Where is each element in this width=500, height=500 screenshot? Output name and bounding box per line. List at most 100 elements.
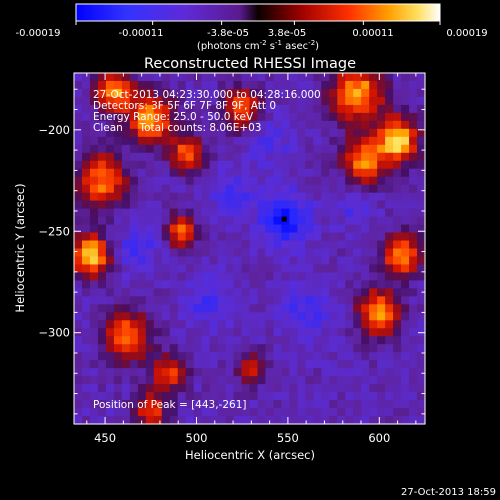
heatmap-cell [129,112,139,122]
heatmap-cell [337,88,346,98]
heatmap-cell [217,208,227,218]
heatmap-cell [121,232,131,242]
heatmap-cell [241,216,251,226]
heatmap-cell [137,416,147,425]
heatmap-cell [145,336,155,345]
heatmap-cell [377,312,386,321]
heatmap-cell [81,368,91,377]
heatmap-cell [145,136,155,146]
heatmap-cell [393,376,402,385]
heatmap-cell [89,368,99,377]
heatmap-cell [185,376,195,385]
heatmap-cell [105,80,115,90]
heatmap-cell [393,152,402,162]
heatmap-cell [361,296,370,305]
heatmap-cell [337,280,346,289]
heatmap-cell [401,384,410,393]
colorbar-tick-label: -3.8e-05 [207,28,249,39]
heatmap-cell [241,200,251,210]
heatmap-cell [369,96,378,106]
heatmap-cell [225,200,235,210]
heatmap-cell [169,240,179,250]
heatmap-cell [193,96,203,106]
heatmap-cell [129,352,139,361]
heatmap-cell [377,304,386,313]
heatmap-cell [377,224,386,234]
heatmap-cell [353,376,362,385]
heatmap-cell [409,112,418,122]
heatmap-cell [281,232,290,242]
heatmap-cell [233,192,243,202]
heatmap-cell [169,264,179,274]
heatmap-cell [74,392,83,401]
heatmap-cell [265,120,275,130]
heatmap-cell [185,336,195,345]
heatmap-cell [265,272,275,282]
heatmap-cell [225,224,235,234]
heatmap-cell [193,264,203,274]
heatmap-cell [249,392,259,401]
heatmap-cell [169,248,179,258]
heatmap-cell [313,144,322,154]
heatmap-cell [353,104,362,114]
heatmap-cell [313,168,322,178]
heatmap-cell [409,256,418,266]
heatmap-cell [169,320,179,329]
heatmap-cell [257,272,267,282]
heatmap-cell [369,344,378,353]
heatmap-cell [233,96,243,106]
heatmap-cell [89,280,99,289]
heatmap-cell [273,96,283,106]
heatmap-cell [169,304,179,313]
heatmap-cell [385,288,394,297]
heatmap-cell [361,184,370,194]
heatmap-cell [161,128,171,138]
heatmap-cell [233,416,243,425]
heatmap-cell [369,176,378,186]
heatmap-cell [321,112,330,122]
heatmap-cell [153,152,163,162]
heatmap-cell [409,384,418,393]
heatmap-cell [129,392,139,401]
heatmap-cell [209,256,219,266]
heatmap-cell [385,184,394,194]
heatmap-cell [145,240,155,250]
heatmap-cell [329,376,338,385]
heatmap-cell [233,200,243,210]
heatmap-cell [225,344,235,353]
heatmap-cell [377,144,386,154]
heatmap-cell [385,216,394,226]
heatmap-cell [225,336,235,345]
heatmap-cell [113,240,123,250]
heatmap-cell [409,96,418,106]
heatmap-cell [74,88,83,98]
heatmap-cell [201,344,211,353]
heatmap-cell [369,328,378,337]
heatmap-cell [217,280,227,289]
heatmap-cell [417,80,426,90]
heatmap-cell [233,80,243,90]
heatmap-cell [289,352,298,361]
heatmap-cell [377,256,386,266]
heatmap-cell [201,136,211,146]
heatmap-cell [113,368,123,377]
heatmap-cell [217,152,227,162]
heatmap-cell [297,320,306,329]
heatmap-cell [353,336,362,345]
heatmap-cell [305,232,314,242]
heatmap-cell [169,384,179,393]
chart-title: Reconstructed RHESSI Image [144,56,356,72]
heatmap-cell [305,392,314,401]
heatmap-cell [153,200,163,210]
heatmap-cell [273,88,283,98]
heatmap-cell [113,168,123,178]
heatmap-cell [129,88,139,98]
heatmap-cell [377,200,386,210]
heatmap-cell [177,128,187,138]
heatmap-cell [281,304,290,313]
heatmap-cell [385,328,394,337]
heatmap-cell [177,392,187,401]
heatmap-cell [353,280,362,289]
heatmap-cell [89,112,99,122]
heatmap-cell [233,408,243,417]
